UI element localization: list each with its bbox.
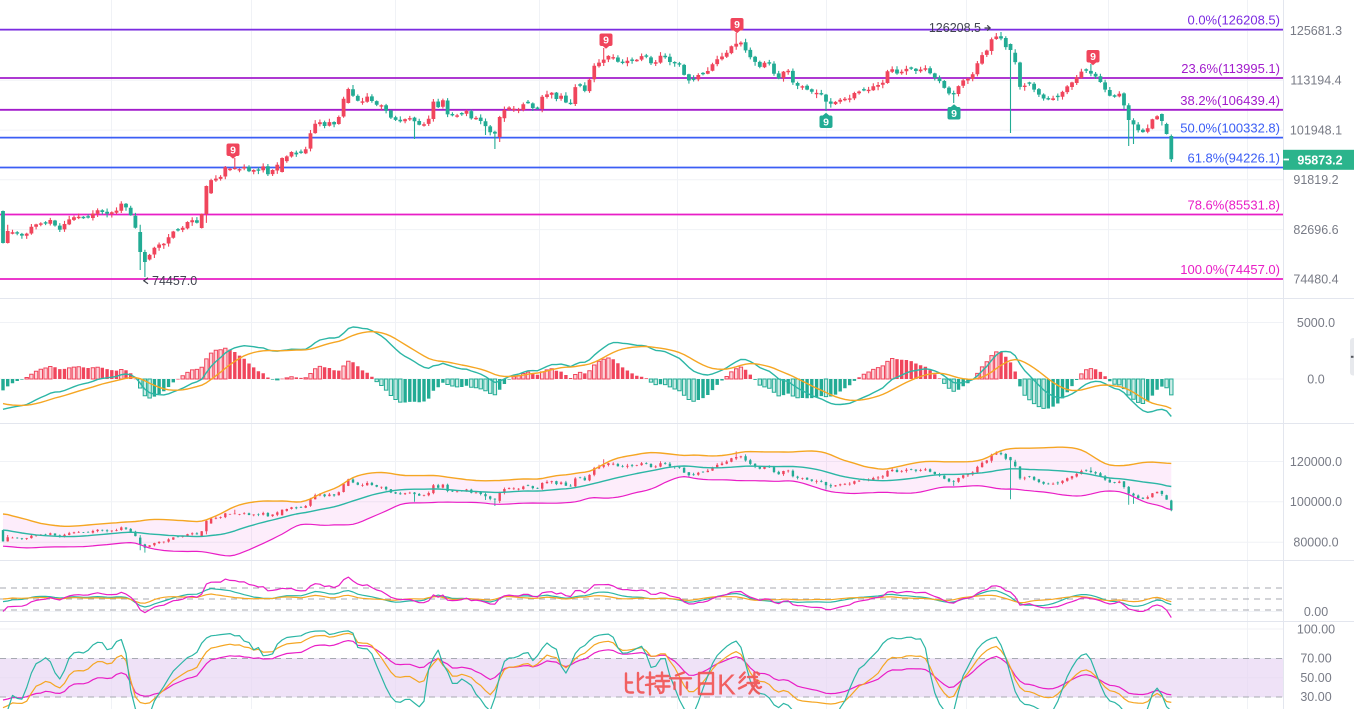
svg-text:74480.4: 74480.4 [1293,273,1338,287]
svg-text:78.6%(85531.8): 78.6%(85531.8) [1187,198,1280,213]
svg-text:23.6%(113995.1): 23.6%(113995.1) [1181,61,1280,76]
svg-text:100.00: 100.00 [1297,622,1335,636]
svg-text:91819.2: 91819.2 [1293,173,1338,187]
svg-text:125681.3: 125681.3 [1290,24,1342,38]
svg-text:9: 9 [951,108,957,120]
svg-text:120000.0: 120000.0 [1290,455,1342,469]
svg-text:9: 9 [1090,51,1096,63]
svg-text:82696.6: 82696.6 [1293,223,1338,237]
svg-text:50.0%(100332.8): 50.0%(100332.8) [1180,121,1280,136]
svg-text:80000.0: 80000.0 [1293,536,1338,550]
svg-text:61.8%(94226.1): 61.8%(94226.1) [1187,151,1280,166]
svg-text:100000.0: 100000.0 [1290,495,1342,509]
svg-text:K: K [717,670,736,702]
svg-text:126208.5: 126208.5 [929,21,981,35]
svg-text:74457.0: 74457.0 [152,274,197,288]
svg-text:0.0%(126208.5): 0.0%(126208.5) [1187,13,1280,28]
svg-text:0.00: 0.00 [1304,605,1328,619]
svg-text:9: 9 [823,116,829,128]
svg-text:113194.4: 113194.4 [1290,74,1341,88]
svg-text:38.2%(106439.4): 38.2%(106439.4) [1180,93,1280,108]
svg-text:50.00: 50.00 [1300,671,1331,685]
svg-text:9: 9 [603,34,609,46]
svg-text:5000.0: 5000.0 [1297,316,1335,330]
svg-text:30.00: 30.00 [1300,690,1331,704]
svg-text:100.0%(74457.0): 100.0%(74457.0) [1180,262,1280,277]
svg-text:0.0: 0.0 [1307,372,1324,386]
svg-text:101948.1: 101948.1 [1290,123,1342,137]
svg-text:70.00: 70.00 [1300,651,1331,665]
svg-text:9: 9 [230,144,236,156]
svg-text:9: 9 [734,19,740,31]
svg-text:95873.2: 95873.2 [1297,154,1342,168]
